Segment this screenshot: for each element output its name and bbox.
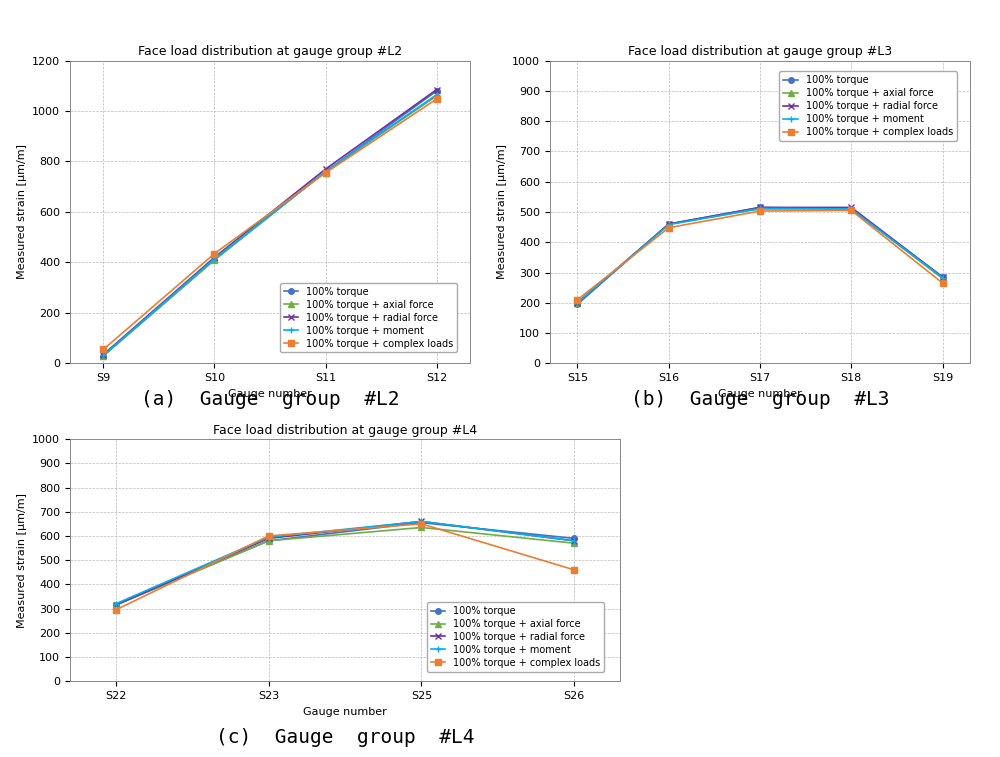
Line: 100% torque: 100% torque [101, 88, 439, 359]
Line: 100% torque: 100% torque [575, 204, 945, 307]
Line: 100% torque + axial force: 100% torque + axial force [101, 93, 439, 359]
X-axis label: Gauge number: Gauge number [228, 388, 312, 399]
100% torque [431, 86, 443, 95]
100% torque + radial force [320, 164, 332, 173]
100% torque + axial force [663, 220, 675, 229]
100% torque + axial force [263, 536, 275, 545]
Line: 100% torque + complex loads: 100% torque + complex loads [575, 207, 945, 303]
100% torque + axial force [568, 539, 580, 548]
Line: 100% torque + radial force: 100% torque + radial force [575, 204, 945, 306]
100% torque + moment [431, 90, 443, 99]
100% torque + radial force [937, 273, 949, 282]
100% torque [663, 220, 675, 229]
Y-axis label: Measured strain [μm/m]: Measured strain [μm/m] [17, 145, 27, 279]
100% torque + radial force [97, 350, 109, 359]
100% torque [208, 255, 220, 264]
100% torque + radial force [568, 536, 580, 545]
100% torque + complex loads [663, 223, 675, 232]
100% torque + complex loads [415, 519, 427, 528]
100% torque + moment [415, 517, 427, 526]
100% torque [754, 203, 766, 212]
Line: 100% torque + moment: 100% torque + moment [101, 92, 439, 358]
100% torque [568, 534, 580, 543]
Text: (a)  Gauge  group  #L2: (a) Gauge group #L2 [141, 390, 399, 409]
100% torque [571, 300, 583, 309]
100% torque [320, 167, 332, 176]
100% torque + complex loads [110, 606, 122, 615]
100% torque + radial force [208, 253, 220, 262]
100% torque + radial force [415, 517, 427, 526]
100% torque + axial force [97, 351, 109, 360]
100% torque + complex loads [431, 95, 443, 104]
100% torque [415, 518, 427, 527]
X-axis label: Gauge number: Gauge number [718, 388, 802, 399]
100% torque + radial force [845, 203, 857, 212]
Line: 100% torque + moment: 100% torque + moment [575, 206, 945, 306]
100% torque + axial force [110, 600, 122, 609]
100% torque + complex loads [937, 279, 949, 288]
100% torque + complex loads [263, 531, 275, 540]
100% torque + axial force [431, 92, 443, 101]
100% torque + radial force [754, 203, 766, 212]
Legend: 100% torque, 100% torque + axial force, 100% torque + radial force, 100% torque : 100% torque, 100% torque + axial force, … [779, 71, 957, 141]
100% torque + complex loads [568, 565, 580, 575]
100% torque + complex loads [754, 207, 766, 216]
100% torque + moment [263, 533, 275, 542]
100% torque + radial force [431, 85, 443, 94]
100% torque + complex loads [571, 295, 583, 304]
Line: 100% torque + axial force: 100% torque + axial force [575, 206, 945, 306]
100% torque + moment [571, 298, 583, 307]
Title: Face load distribution at gauge group #L3: Face load distribution at gauge group #L… [628, 45, 892, 58]
Line: 100% torque + axial force: 100% torque + axial force [113, 525, 577, 608]
Text: (b)  Gauge  group  #L3: (b) Gauge group #L3 [631, 390, 889, 409]
100% torque [97, 351, 109, 360]
Legend: 100% torque, 100% torque + axial force, 100% torque + radial force, 100% torque : 100% torque, 100% torque + axial force, … [427, 602, 604, 671]
100% torque [110, 600, 122, 609]
100% torque + axial force [754, 204, 766, 213]
100% torque + axial force [320, 167, 332, 176]
100% torque [845, 204, 857, 213]
Line: 100% torque + moment: 100% torque + moment [113, 519, 577, 606]
100% torque + radial force [263, 534, 275, 543]
100% torque + axial force [845, 204, 857, 213]
100% torque + moment [845, 204, 857, 213]
100% torque + complex loads [320, 168, 332, 177]
100% torque + moment [937, 273, 949, 282]
100% torque + moment [97, 350, 109, 360]
Line: 100% torque: 100% torque [113, 520, 577, 608]
100% torque + axial force [208, 255, 220, 264]
100% torque + complex loads [208, 249, 220, 258]
Line: 100% torque + radial force: 100% torque + radial force [101, 87, 439, 357]
100% torque + moment [754, 204, 766, 213]
100% torque + moment [320, 167, 332, 176]
Y-axis label: Measured strain [μm/m]: Measured strain [μm/m] [17, 493, 27, 628]
Title: Face load distribution at gauge group #L4: Face load distribution at gauge group #L… [213, 423, 477, 437]
Text: (c)  Gauge  group  #L4: (c) Gauge group #L4 [216, 728, 474, 747]
100% torque + radial force [663, 220, 675, 229]
100% torque + axial force [415, 523, 427, 532]
100% torque + complex loads [97, 345, 109, 354]
100% torque + moment [110, 600, 122, 609]
X-axis label: Gauge number: Gauge number [303, 706, 387, 717]
100% torque + moment [663, 220, 675, 229]
100% torque [263, 536, 275, 545]
Line: 100% torque + radial force: 100% torque + radial force [113, 519, 577, 608]
Title: Face load distribution at gauge group #L2: Face load distribution at gauge group #L… [138, 45, 402, 58]
100% torque + radial force [110, 600, 122, 609]
Line: 100% torque + complex loads: 100% torque + complex loads [113, 521, 577, 612]
100% torque + axial force [937, 274, 949, 283]
100% torque [937, 273, 949, 282]
100% torque + axial force [571, 298, 583, 307]
100% torque + radial force [571, 298, 583, 307]
100% torque + moment [568, 536, 580, 545]
Line: 100% torque + complex loads: 100% torque + complex loads [101, 96, 439, 352]
Y-axis label: Measured strain [μm/m]: Measured strain [μm/m] [497, 145, 507, 279]
100% torque + complex loads [845, 206, 857, 215]
100% torque + moment [208, 254, 220, 263]
Legend: 100% torque, 100% torque + axial force, 100% torque + radial force, 100% torque : 100% torque, 100% torque + axial force, … [280, 283, 457, 353]
